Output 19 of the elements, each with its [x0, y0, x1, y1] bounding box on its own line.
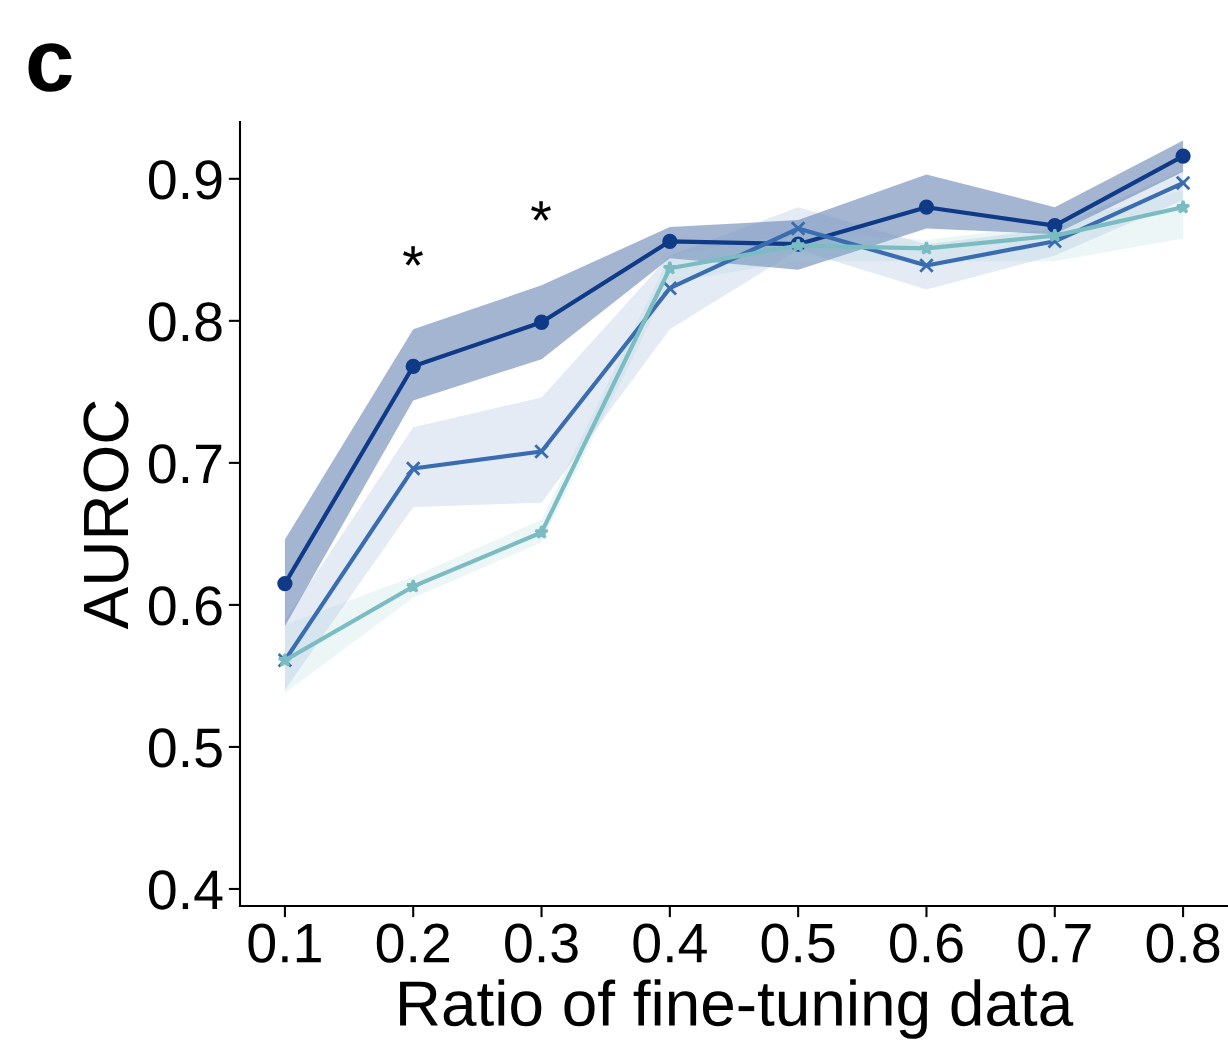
x-tick-label: 0.6 — [890, 923, 963, 963]
x-tick-label: 0.2 — [376, 923, 450, 963]
x-tick-label: 0.1 — [248, 923, 321, 963]
x-axis-title: Ratio of fine-tuning data — [400, 979, 1074, 1039]
y-tick-label: 0.7 — [148, 444, 222, 484]
x-tick-label: 0.7 — [1018, 923, 1091, 963]
text: c — [28, 43, 72, 92]
annotation: * — [531, 201, 551, 221]
y-axis-title: AUROC — [83, 401, 129, 630]
y-tick-label: 0.4 — [148, 870, 223, 910]
y-tick-label: 0.6 — [148, 586, 222, 626]
x-tick-label: 0.4 — [633, 923, 707, 963]
x-tick-label: 0.5 — [761, 923, 835, 963]
x-tick-label: 0.8 — [1146, 923, 1220, 963]
x-tick-label: 0.3 — [505, 923, 578, 963]
y-tick-label: 0.5 — [148, 728, 222, 768]
annotation: * — [403, 246, 423, 266]
y-tick-label: 0.8 — [148, 302, 222, 342]
y-tick-label: 0.9 — [148, 160, 222, 200]
